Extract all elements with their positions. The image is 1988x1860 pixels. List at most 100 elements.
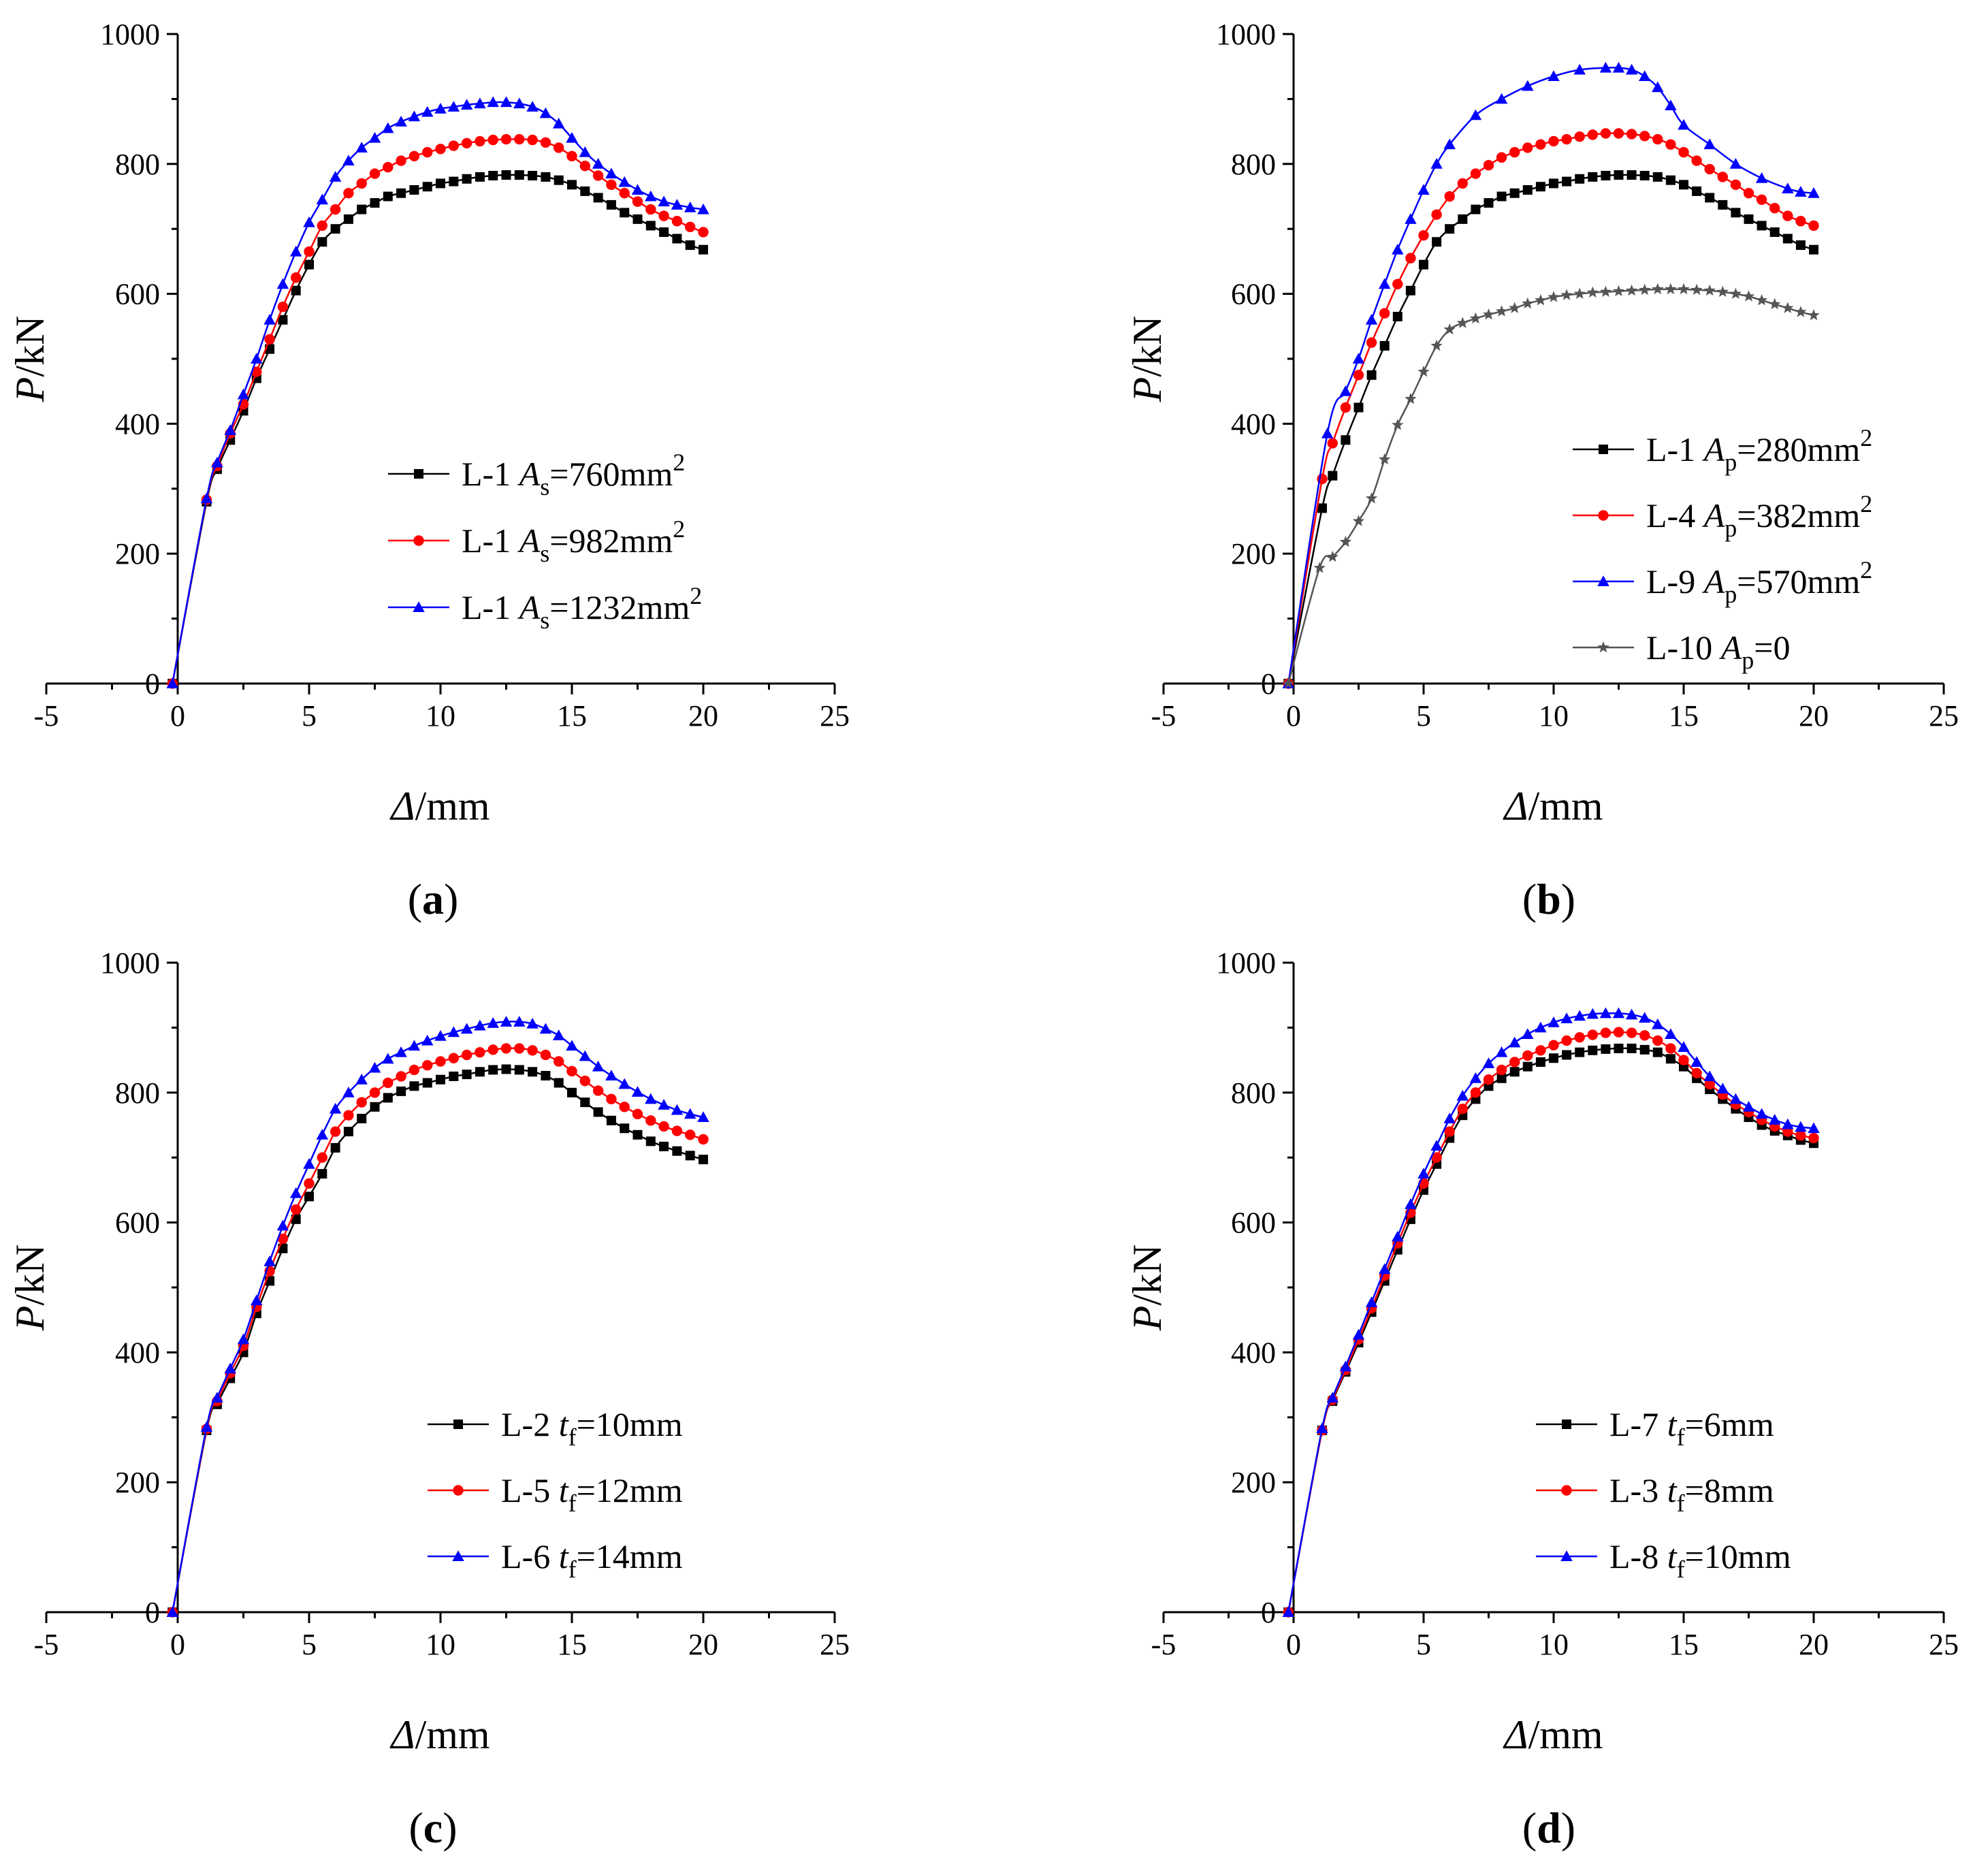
data-point [1317, 503, 1328, 513]
data-point [1445, 224, 1455, 234]
series [167, 133, 709, 689]
data-point [461, 1049, 472, 1061]
data-point [1729, 287, 1742, 299]
data-point [1690, 1056, 1703, 1067]
data-point [1444, 1126, 1455, 1137]
data-point [672, 1146, 682, 1156]
data-point [1768, 1114, 1781, 1125]
y-tick-label: 400 [1231, 1336, 1276, 1369]
data-point [1495, 93, 1508, 104]
data-point [685, 221, 696, 233]
data-point [1483, 1074, 1494, 1085]
data-point [382, 122, 394, 133]
data-point [409, 185, 419, 195]
data-point [1339, 1360, 1352, 1372]
y-tick-label: 800 [115, 148, 160, 181]
data-point [566, 1065, 577, 1077]
data-point [1588, 172, 1598, 182]
data-point [1731, 208, 1741, 218]
data-point [1613, 128, 1624, 139]
data-point [1443, 1112, 1456, 1123]
data-point [1716, 1083, 1729, 1094]
data-point [1353, 370, 1364, 381]
data-point [1756, 194, 1767, 205]
data-point [1522, 1050, 1533, 1061]
legend-prefix: L-8 [1609, 1537, 1667, 1575]
legend-label: L-2 tf=10mm [501, 1405, 683, 1451]
data-point [554, 142, 564, 153]
data-point [592, 158, 605, 169]
panel-label-close: ) [444, 875, 458, 923]
data-point [1729, 1093, 1742, 1104]
data-point [1625, 1008, 1638, 1020]
x-tick-label: 25 [1929, 699, 1959, 733]
data-point [1548, 291, 1560, 302]
data-point [317, 1152, 327, 1163]
data-point [685, 1129, 696, 1140]
data-point [1509, 1057, 1520, 1068]
series [166, 96, 709, 688]
data-point [264, 334, 275, 345]
data-point [291, 1204, 302, 1215]
data-point [632, 1108, 643, 1119]
data-point [369, 168, 381, 179]
data-point [1782, 210, 1793, 221]
x-tick-label: 25 [820, 699, 850, 733]
data-point [554, 175, 564, 185]
data-point [1405, 1198, 1417, 1209]
data-point [1522, 297, 1534, 309]
data-point [620, 208, 630, 218]
data-point [1430, 339, 1443, 351]
data-point [501, 1064, 511, 1074]
data-point [277, 1233, 289, 1245]
data-point [395, 116, 407, 127]
y-tick-label: 400 [115, 1336, 160, 1369]
x-tick-label: 20 [688, 699, 718, 733]
legend-label: L-6 tf=14mm [501, 1537, 683, 1583]
y-tick-label: 600 [1231, 278, 1276, 311]
data-point [1328, 470, 1338, 481]
legend-subscript: f [568, 1556, 577, 1583]
legend-value: =14mm [577, 1537, 683, 1575]
chart-panel: -5 0 5 10 15 20 25 0 200 400 600 800 1000 Δ/mm P/kN (a)… [7, 18, 850, 923]
legend-marker [1562, 1420, 1571, 1429]
data-point [408, 110, 421, 122]
data-point [1808, 187, 1820, 198]
legend-label: L-9 Ap=570mm2 [1646, 556, 1872, 608]
data-point [396, 1071, 406, 1082]
data-point [409, 1081, 419, 1091]
y-tick-label: 200 [1231, 537, 1276, 571]
legend-marker [1560, 1550, 1573, 1561]
data-point [1614, 1043, 1624, 1053]
legend-symbol: A [1719, 628, 1742, 667]
legend-subscript: p [1725, 515, 1737, 542]
data-point [263, 1255, 276, 1266]
legend-prefix: L-7 [1609, 1405, 1667, 1443]
legend-prefix: L-2 [501, 1405, 559, 1443]
data-point [500, 133, 512, 145]
data-point [1573, 63, 1586, 75]
y-tick-label: 0 [1261, 667, 1276, 701]
data-point [593, 1107, 603, 1117]
data-point [488, 170, 498, 180]
data-point [1458, 214, 1468, 224]
y-tick-label: 800 [1231, 148, 1276, 181]
data-point [567, 180, 577, 190]
data-point [1379, 308, 1390, 319]
data-point [1665, 139, 1676, 150]
data-point [487, 1016, 499, 1028]
data-point [1795, 306, 1807, 317]
legend-symbol: A [517, 455, 541, 493]
x-tick-label: 15 [1669, 1628, 1699, 1661]
data-point [1782, 1118, 1794, 1129]
data-point [1282, 677, 1294, 689]
series-line [172, 1068, 704, 1613]
legend-marker [453, 1420, 463, 1429]
data-point [606, 199, 616, 210]
panel-label: (c) [408, 1803, 457, 1852]
data-point [1535, 1057, 1545, 1067]
data-point [1366, 370, 1377, 380]
data-point [1522, 80, 1534, 91]
data-point [1665, 99, 1677, 110]
